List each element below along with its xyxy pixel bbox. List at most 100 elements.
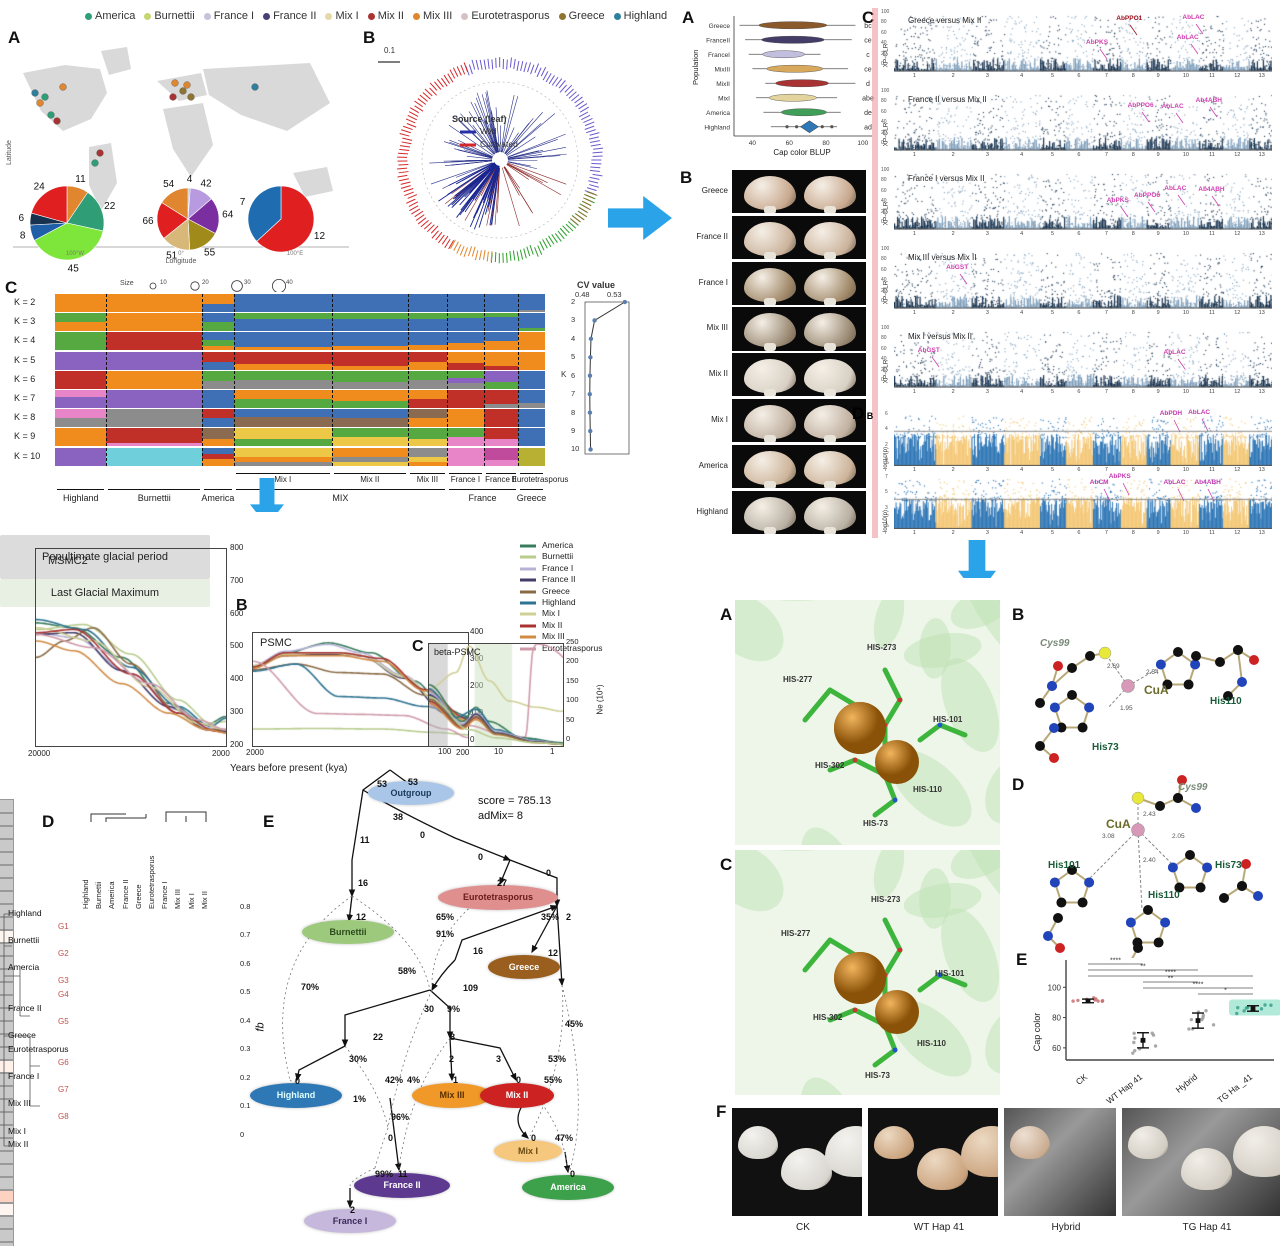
heat-cell: [0, 1163, 14, 1178]
svg-text:Population: Population: [691, 50, 700, 85]
group-separator: [407, 370, 409, 389]
heat-cell: [0, 1085, 14, 1100]
group-separator: [233, 351, 235, 370]
heat-cell: [0, 877, 14, 892]
group-cell: [518, 294, 545, 312]
group-separator: [518, 409, 520, 428]
k-row-7: [55, 390, 545, 408]
xpclr-ylabel: XP-CLR: [882, 43, 890, 68]
gwas-ylabel: -log10(p): [883, 509, 890, 535]
edge-label: 1%: [353, 1094, 367, 1104]
mushroom: [804, 313, 856, 348]
graph-node-mix-ii: Mix II: [480, 1082, 554, 1108]
group-cell: [331, 390, 408, 408]
group-cell: [331, 409, 408, 428]
k-row-2: [55, 294, 545, 312]
group-separator: [331, 351, 333, 370]
circular-phylogeny: [378, 57, 604, 264]
svg-text:His73: His73: [1215, 860, 1242, 871]
legend-swatch: [412, 12, 420, 20]
residue-label: HIS-73: [863, 819, 888, 828]
svg-text:42: 42: [200, 178, 212, 189]
group-separator: [407, 390, 409, 408]
gene-label: Ab4ABH: [1195, 97, 1222, 105]
legend-item: France I: [203, 10, 255, 22]
svg-text:MixIII: MixIII: [714, 66, 730, 73]
heat-cell: [0, 1072, 14, 1087]
legend-item: Highland: [613, 10, 667, 22]
gene-label: AbPKS: [1106, 196, 1129, 204]
protein-structure-c: HIS-277 HIS-273 HIS-101 HIS-302 HIS-110 HIS-7…: [665, 809, 1074, 1202]
heat-cell: [0, 1215, 14, 1230]
group-line: [235, 488, 445, 490]
flow-arrow-down-right: [958, 540, 1014, 596]
population-legend: America Burnettii France I France II Mix I Mi…: [85, 10, 676, 22]
edge-label: 9%: [447, 1004, 461, 1014]
panel-b-label: B: [363, 28, 376, 47]
group-line: [520, 488, 543, 490]
group-separator: [407, 351, 409, 370]
svg-text:His110: His110: [1210, 696, 1242, 707]
heat-cell: [0, 916, 14, 931]
gene-label: AbLAC: [1176, 34, 1199, 41]
group-cell: [407, 390, 447, 408]
legend-label: France I: [213, 10, 255, 22]
k-row-6: [55, 370, 545, 389]
gene-label: AbPDH: [1159, 410, 1183, 418]
ball-stick-schematic: Cys99 His110 His73 2.69 2.54 1.95 CuA: [1035, 638, 1259, 763]
group-cell: [407, 332, 447, 351]
legend-swatch: [613, 12, 621, 20]
svg-text:Hybrid: Hybrid: [1174, 1072, 1200, 1095]
group-separator: [407, 294, 409, 312]
group-separator: [447, 370, 448, 389]
group-cell: [55, 294, 107, 312]
group-cell: [233, 409, 332, 428]
heat-cell: [0, 1137, 14, 1152]
svg-text:de: de: [864, 110, 872, 117]
group-separator: [483, 409, 485, 428]
legend-label: America: [95, 10, 136, 22]
svg-text:8: 8: [20, 230, 26, 241]
heat-cell: [0, 994, 14, 1009]
edge-label: 53%: [548, 1054, 567, 1064]
svg-text:WT Hap 41: WT Hap 41: [1104, 1072, 1144, 1104]
group-cell: [518, 351, 545, 370]
heat-cell: [0, 1046, 14, 1061]
edge-label: 109: [463, 983, 479, 993]
k-row-10: [55, 447, 545, 466]
group-separator: [483, 351, 485, 370]
group-cell: [447, 447, 484, 466]
heat-cell: [0, 838, 14, 853]
gene-label: AbPPO6: [1127, 102, 1154, 110]
group-separator: [407, 447, 409, 466]
svg-text:**: **: [1168, 976, 1174, 983]
svg-text:c: c: [866, 52, 870, 59]
legend-swatch: [203, 12, 211, 20]
svg-text:CuA: CuA: [1144, 683, 1169, 697]
gene-label: AbLAC: [1161, 103, 1184, 111]
svg-text:FranceII: FranceII: [706, 37, 730, 44]
group-separator: [106, 313, 108, 332]
photos-b-label: B: [680, 168, 693, 187]
edge-label: 16: [358, 878, 369, 888]
group-cell: [518, 390, 545, 408]
gene-label: Ab4ABH: [1194, 479, 1221, 487]
svg-text:3.08: 3.08: [1102, 833, 1115, 840]
group-separator: [331, 294, 333, 312]
f-photo-hybrid: [1004, 1108, 1116, 1216]
heat-cell: [0, 968, 14, 983]
edge-label: 91%: [436, 929, 455, 939]
heat-cell: [0, 1059, 14, 1074]
group-separator: [407, 428, 409, 447]
group-separator: [106, 351, 108, 370]
mushroom-stem: [824, 206, 836, 214]
svg-text:His73: His73: [1092, 742, 1119, 753]
legend-swatch: [367, 12, 375, 20]
mushroom-stem: [764, 526, 776, 534]
edge-label: 4%: [407, 1075, 421, 1085]
heat-cell: [0, 1033, 14, 1048]
svg-text:45: 45: [68, 264, 80, 275]
heat-cell: [0, 1176, 14, 1191]
group-cell: [447, 428, 484, 447]
